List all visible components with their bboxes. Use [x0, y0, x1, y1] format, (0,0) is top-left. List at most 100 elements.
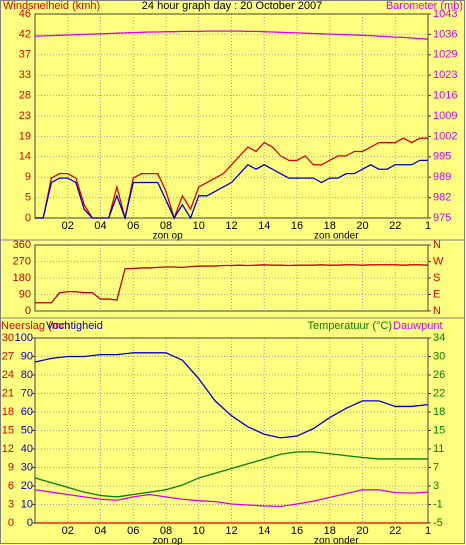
series-line	[35, 159, 428, 221]
y-tick-label: 0	[25, 212, 31, 224]
x-tick-label: 1	[425, 220, 431, 232]
y2-tick-label: 18	[433, 406, 445, 418]
annotation: zon onder	[314, 231, 359, 242]
y3-tick-label: 21	[2, 387, 14, 399]
plot-frame	[34, 244, 429, 312]
y2-tick-label: 982	[433, 192, 451, 204]
y-tick-label: 37	[19, 49, 31, 61]
y-tick-label: 20	[21, 480, 33, 492]
x-tick-label: 10	[193, 220, 205, 232]
x-tick-label: 10	[193, 525, 205, 537]
x-tick-label: 06	[127, 525, 139, 537]
series-line	[34, 352, 429, 439]
y-tick-label: 0	[27, 517, 33, 529]
y-tick-label: 14	[19, 151, 31, 163]
annotation: zon op	[153, 231, 183, 242]
y-tick-label: 42	[19, 28, 31, 40]
annotation: zon onder	[314, 536, 359, 545]
y-tick-label: 19	[19, 130, 31, 142]
y3-tick-label: 27	[2, 350, 14, 362]
x-tick-label: 20	[356, 525, 368, 537]
y2-tick-label: N	[433, 239, 441, 251]
series-label: Neerslag (mm	[1, 320, 70, 332]
plot-frame	[34, 13, 429, 219]
y-tick-label: 50	[21, 424, 33, 436]
y-tick-label: 46	[19, 8, 31, 20]
y-tick-label: 23	[19, 110, 31, 122]
x-tick-label: 02	[62, 220, 74, 232]
y-tick-label: 0	[25, 305, 31, 317]
y2-tick-label: S	[433, 272, 440, 284]
y2-tick-label: 34	[433, 332, 445, 344]
x-tick-label: 04	[94, 525, 106, 537]
series-line	[34, 489, 429, 508]
y-tick-label: 60	[21, 406, 33, 418]
x-tick-label: 22	[389, 220, 401, 232]
y2-tick-label: 1029	[433, 49, 457, 61]
y-tick-label: 30	[21, 461, 33, 473]
x-tick-label: 08	[160, 525, 172, 537]
y-tick-label: 70	[21, 387, 33, 399]
series-label: Dauwpunt	[393, 320, 443, 332]
y2-tick-label: W	[433, 255, 444, 267]
y-tick-label: 360	[13, 239, 31, 251]
y2-tick-label: 989	[433, 171, 451, 183]
y2-tick-label: 3	[433, 480, 439, 492]
y-tick-label: 90	[19, 288, 31, 300]
y-axis-label: Windsnelheid (kmh)	[3, 0, 100, 12]
x-tick-label: 20	[356, 220, 368, 232]
y2-tick-label: 1016	[433, 90, 457, 102]
x-tick-label: 1	[425, 525, 431, 537]
x-tick-label: 04	[94, 220, 106, 232]
y3-tick-label: 6	[8, 480, 14, 492]
x-tick-label: 16	[291, 525, 303, 537]
y3-tick-label: 30	[2, 332, 14, 344]
y3-tick-label: 3	[8, 498, 14, 510]
y2-tick-label: 7	[433, 461, 439, 473]
x-tick-label: 06	[127, 220, 139, 232]
series-label: Temperatuur (°C)	[308, 320, 392, 332]
x-tick-label: 22	[389, 525, 401, 537]
y-tick-label: 28	[19, 90, 31, 102]
y2-tick-label: 1002	[433, 130, 457, 142]
y2-tick-label: 995	[433, 151, 451, 163]
y2-tick-label: 26	[433, 369, 445, 381]
y-tick-label: 40	[21, 443, 33, 455]
x-tick-label: 14	[258, 525, 270, 537]
y2-tick-label: 1023	[433, 69, 457, 81]
y-tick-label: 100	[15, 332, 33, 344]
x-tick-label: 18	[324, 525, 336, 537]
y2-tick-label: 1009	[433, 110, 457, 122]
y3-tick-label: 24	[2, 369, 14, 381]
y3-tick-label: 18	[2, 406, 14, 418]
x-tick-label: 12	[225, 220, 237, 232]
y2-tick-label: -5	[433, 517, 443, 529]
y2-tick-label: E	[433, 288, 440, 300]
x-tick-label: 14	[258, 220, 270, 232]
y2-tick-label: 11	[433, 443, 444, 455]
y3-tick-label: 12	[2, 443, 14, 455]
annotation: zon op	[153, 536, 183, 545]
x-tick-label: 08	[160, 220, 172, 232]
x-tick-label: 18	[324, 220, 336, 232]
y-tick-label: 33	[19, 69, 31, 81]
y3-tick-label: 15	[2, 424, 14, 436]
x-tick-label: 02	[62, 525, 74, 537]
x-tick-label: 16	[291, 220, 303, 232]
y-tick-label: 90	[21, 350, 33, 362]
y2-axis-label: Barometer (mb)	[386, 0, 463, 12]
series-line	[35, 264, 429, 304]
y2-tick-label: 1036	[433, 28, 457, 40]
y-tick-label: 180	[13, 272, 31, 284]
x-tick-label: 12	[225, 525, 237, 537]
series-line	[34, 30, 429, 40]
y2-tick-label: 1043	[433, 8, 457, 20]
y3-tick-label: 9	[8, 461, 14, 473]
y2-tick-label: 15	[433, 424, 445, 436]
y-tick-label: 80	[21, 369, 33, 381]
series-label: Vochtigheid	[46, 320, 103, 332]
y-tick-label: 10	[21, 498, 33, 510]
y2-tick-label: 22	[433, 387, 445, 399]
